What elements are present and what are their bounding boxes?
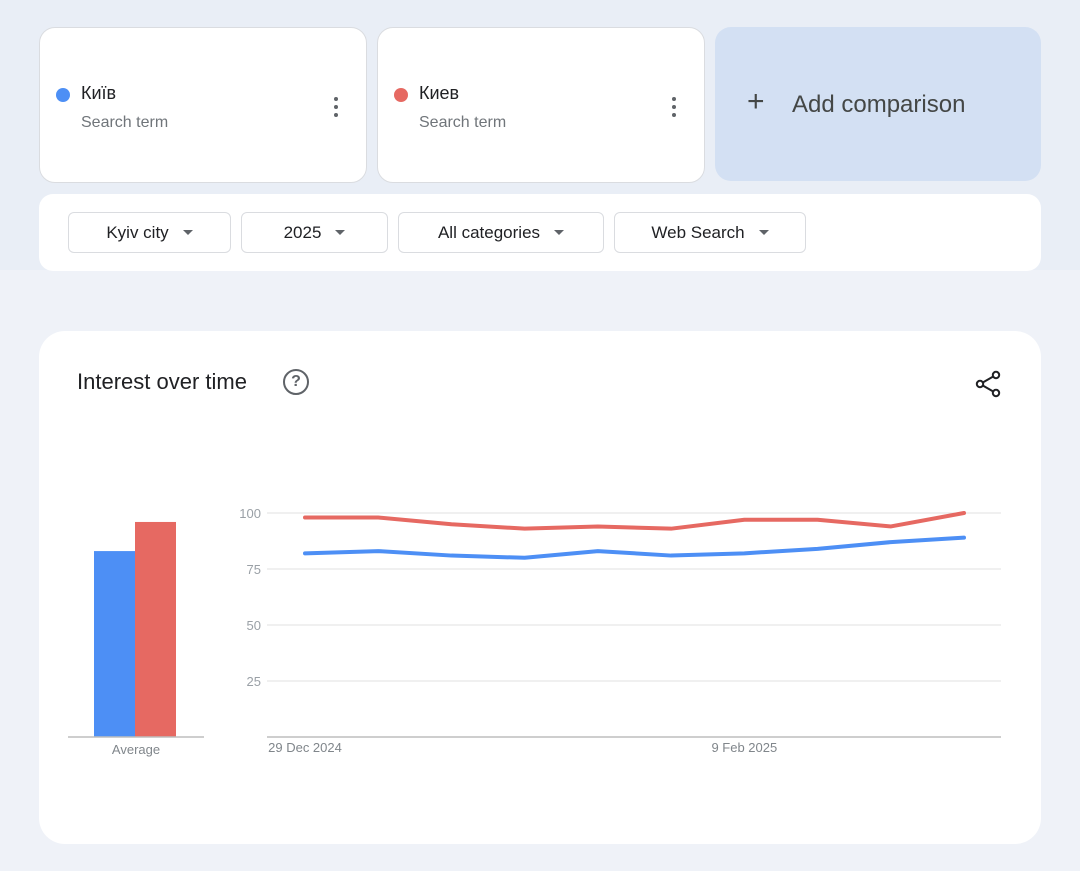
help-circle-icon[interactable]: ? — [283, 369, 309, 395]
dropdown-arrow-icon — [335, 230, 346, 235]
x-tick-label: 9 Feb 2025 — [711, 740, 777, 755]
add-comparison-button[interactable]: + Add comparison — [715, 27, 1041, 181]
series-line — [303, 511, 966, 531]
interest-over-time-card: Interest over time ? 100 75 50 25 Average 29 … — [39, 331, 1041, 844]
search-type-filter-label: Web Search — [651, 222, 745, 242]
time-range-filter-label: 2025 — [283, 222, 322, 242]
location-filter-label: Kyiv city — [106, 222, 169, 242]
more-options-icon[interactable] — [670, 95, 678, 119]
category-filter-dropdown[interactable]: All categories — [398, 212, 604, 253]
share-icon[interactable] — [973, 369, 1003, 399]
search-term-subtitle: Search term — [81, 114, 169, 131]
search-term-subtitle: Search term — [419, 114, 507, 131]
series-line — [303, 535, 966, 560]
y-tick-label: 25 — [247, 674, 261, 689]
plus-icon: + — [747, 85, 765, 118]
average-bar — [94, 551, 135, 737]
category-filter-label: All categories — [437, 222, 541, 242]
average-label: Average — [112, 742, 160, 757]
search-term-name[interactable]: Київ — [81, 83, 117, 103]
dropdown-arrow-icon — [758, 230, 769, 235]
y-tick-label: 75 — [247, 562, 261, 577]
time-range-filter-dropdown[interactable]: 2025 — [241, 212, 388, 253]
y-tick-label: 50 — [247, 618, 261, 633]
search-type-filter-dropdown[interactable]: Web Search — [614, 212, 806, 253]
location-filter-dropdown[interactable]: Kyiv city — [68, 212, 231, 253]
search-term-name[interactable]: Киев — [419, 83, 460, 103]
average-bar — [135, 521, 176, 737]
add-comparison-label: Add comparison — [792, 91, 966, 118]
search-term-card-1[interactable]: Київ Search term — [39, 27, 367, 183]
dropdown-arrow-icon — [554, 230, 565, 235]
more-options-icon[interactable] — [332, 95, 340, 119]
series-color-dot — [56, 88, 70, 102]
card-title: Interest over time — [77, 369, 247, 394]
dropdown-arrow-icon — [182, 230, 193, 235]
x-tick-label: 29 Dec 2024 — [268, 740, 342, 755]
filter-bar: Kyiv city 2025 All categories Web Search — [39, 194, 1041, 271]
y-tick-label: 100 — [239, 506, 261, 521]
search-term-card-2[interactable]: Киев Search term — [377, 27, 705, 183]
interest-chart: 100 75 50 25 Average 29 Dec 2024 9 Feb 2025 — [68, 506, 1001, 757]
series-color-dot — [394, 88, 408, 102]
